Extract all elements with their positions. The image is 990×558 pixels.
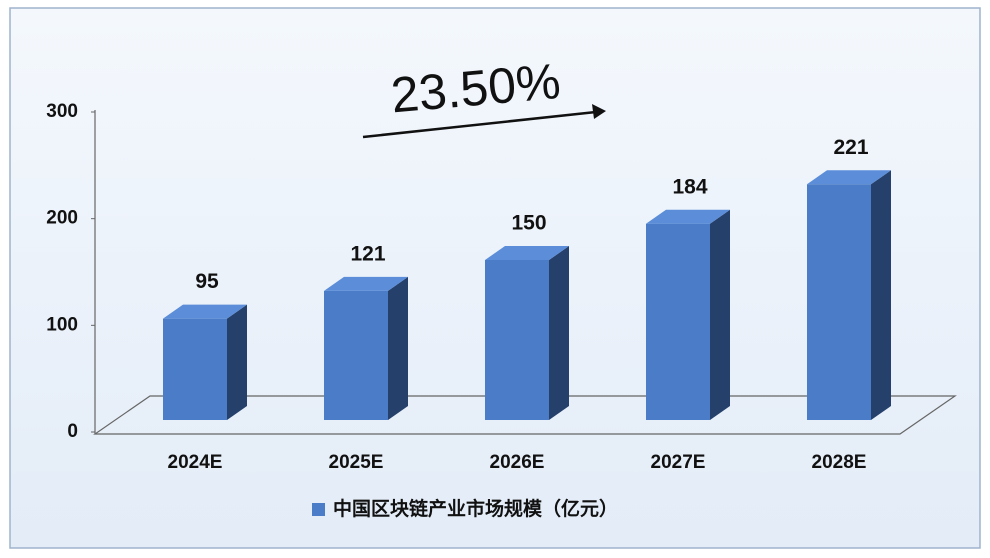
value-label: 121	[350, 242, 385, 265]
x-tick-label: 2028E	[812, 452, 867, 473]
floor	[93, 395, 957, 435]
bar-side	[710, 209, 730, 420]
bar-top	[163, 304, 247, 319]
value-label: 221	[833, 136, 868, 159]
legend-swatch	[312, 503, 325, 516]
x-tick-label: 2025E	[329, 452, 384, 473]
bar-top	[807, 170, 891, 185]
bar-top	[324, 276, 408, 291]
bar-side	[227, 304, 247, 420]
bar	[324, 290, 388, 420]
bar	[485, 260, 549, 420]
arrow-head	[592, 104, 606, 119]
bar-side	[549, 246, 569, 420]
y-tick-label: 0	[67, 421, 78, 442]
bar-side	[871, 170, 891, 420]
growth-arrow	[362, 110, 597, 139]
legend-label: 中国区块链产业市场规模（亿元）	[333, 497, 618, 520]
value-label: 150	[511, 212, 546, 235]
bar-side	[388, 276, 408, 420]
bar-top	[646, 209, 730, 224]
bar-top	[485, 246, 569, 260]
bar	[807, 184, 871, 420]
x-tick-label: 2027E	[651, 452, 706, 473]
y-tick-label: 100	[46, 314, 78, 335]
y-tick-label: 300	[46, 101, 78, 122]
y-tick-label: 200	[46, 208, 78, 229]
value-label: 95	[195, 270, 219, 293]
x-tick-label: 2024E	[168, 452, 223, 473]
x-tick-label: 2026E	[490, 452, 545, 473]
value-label: 184	[672, 175, 707, 198]
bar	[646, 223, 710, 420]
bar	[163, 318, 227, 420]
